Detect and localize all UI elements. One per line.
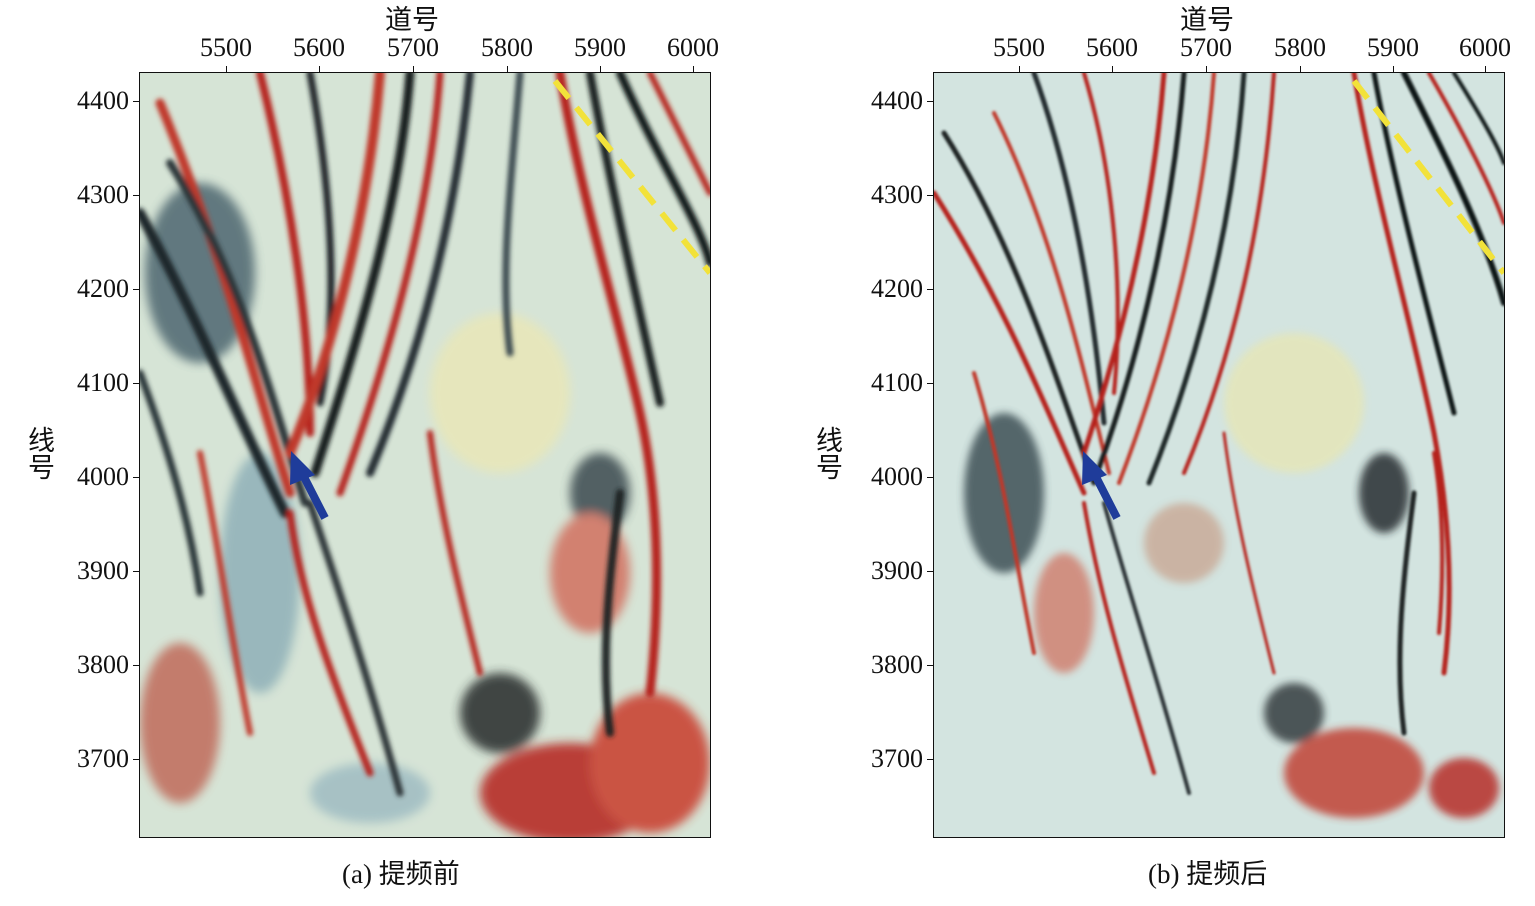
seismic-slice-after xyxy=(933,72,1505,838)
y-tick-label: 4400 xyxy=(871,86,923,115)
y-axis-title: 线号 xyxy=(24,426,54,480)
y-tick-mark xyxy=(133,477,140,478)
y-tick-mark xyxy=(927,759,934,760)
x-tick-mark xyxy=(1300,66,1301,73)
y-tick-mark xyxy=(133,101,140,102)
y-tick-label: 3700 xyxy=(77,744,129,773)
x-tick-mark xyxy=(1206,66,1207,73)
y-tick-mark xyxy=(927,289,934,290)
y-tick-label: 3800 xyxy=(77,650,129,679)
y-tick-label: 4400 xyxy=(77,86,129,115)
x-tick-label: 6000 xyxy=(667,33,719,62)
y-tick-mark xyxy=(927,101,934,102)
fault-marker xyxy=(1351,79,1504,275)
y-tick-label: 4000 xyxy=(871,462,923,491)
x-tick-label: 5600 xyxy=(1086,33,1138,62)
y-tick-mark xyxy=(133,383,140,384)
y-tick-label: 4200 xyxy=(77,274,129,303)
x-tick-mark xyxy=(600,66,601,73)
x-tick-label: 5800 xyxy=(481,33,533,62)
x-tick-mark xyxy=(507,66,508,73)
y-tick-mark xyxy=(133,289,140,290)
x-tick-label: 5500 xyxy=(200,33,252,62)
y-tick-mark xyxy=(927,383,934,384)
y-tick-label: 4200 xyxy=(871,274,923,303)
x-tick-label: 5600 xyxy=(293,33,345,62)
y-tick-label: 4300 xyxy=(77,180,129,209)
y-tick-mark xyxy=(927,477,934,478)
x-tick-mark xyxy=(1393,66,1394,73)
x-tick-label: 5900 xyxy=(1367,33,1419,62)
y-tick-label: 3700 xyxy=(871,744,923,773)
y-tick-mark xyxy=(133,571,140,572)
y-tick-mark xyxy=(927,571,934,572)
y-tick-label: 3900 xyxy=(77,556,129,585)
x-tick-label: 5900 xyxy=(574,33,626,62)
y-tick-label: 4000 xyxy=(77,462,129,491)
x-tick-mark xyxy=(226,66,227,73)
y-axis-title: 线号 xyxy=(812,426,842,480)
y-tick-mark xyxy=(133,759,140,760)
x-tick-mark xyxy=(413,66,414,73)
x-tick-mark xyxy=(1112,66,1113,73)
seismic-slice-before xyxy=(139,72,711,838)
y-tick-mark xyxy=(927,195,934,196)
y-tick-mark xyxy=(133,665,140,666)
x-tick-label: 5500 xyxy=(993,33,1045,62)
y-tick-mark xyxy=(133,195,140,196)
x-tick-label: 5800 xyxy=(1274,33,1326,62)
x-tick-mark xyxy=(1019,66,1020,73)
caption-a: (a) 提频前 xyxy=(342,859,460,889)
seismic-image xyxy=(934,73,1504,837)
x-tick-mark xyxy=(693,66,694,73)
x-tick-label: 5700 xyxy=(387,33,439,62)
blue-arrow-icon xyxy=(290,451,329,520)
y-tick-label: 3900 xyxy=(871,556,923,585)
y-tick-label: 4100 xyxy=(77,368,129,397)
x-axis-title: 道号 xyxy=(1180,5,1234,35)
seismic-image xyxy=(140,73,710,837)
x-axis-title: 道号 xyxy=(385,5,439,35)
y-tick-label: 3800 xyxy=(871,650,923,679)
y-tick-label: 4300 xyxy=(871,180,923,209)
x-tick-label: 6000 xyxy=(1459,33,1511,62)
caption-b: (b) 提频后 xyxy=(1148,859,1268,889)
x-tick-mark xyxy=(319,66,320,73)
panel-b: 道号 5500 5600 5700 5800 5900 6000 线号 4400… xyxy=(795,0,1535,906)
panel-a: 道号 5500 5600 5700 5800 5900 6000 线号 4400… xyxy=(0,0,760,906)
x-tick-mark xyxy=(1485,66,1486,73)
fault-marker xyxy=(552,79,710,275)
y-tick-label: 4100 xyxy=(871,368,923,397)
blue-arrow-icon xyxy=(1082,451,1121,520)
y-tick-mark xyxy=(927,665,934,666)
x-tick-label: 5700 xyxy=(1180,33,1232,62)
